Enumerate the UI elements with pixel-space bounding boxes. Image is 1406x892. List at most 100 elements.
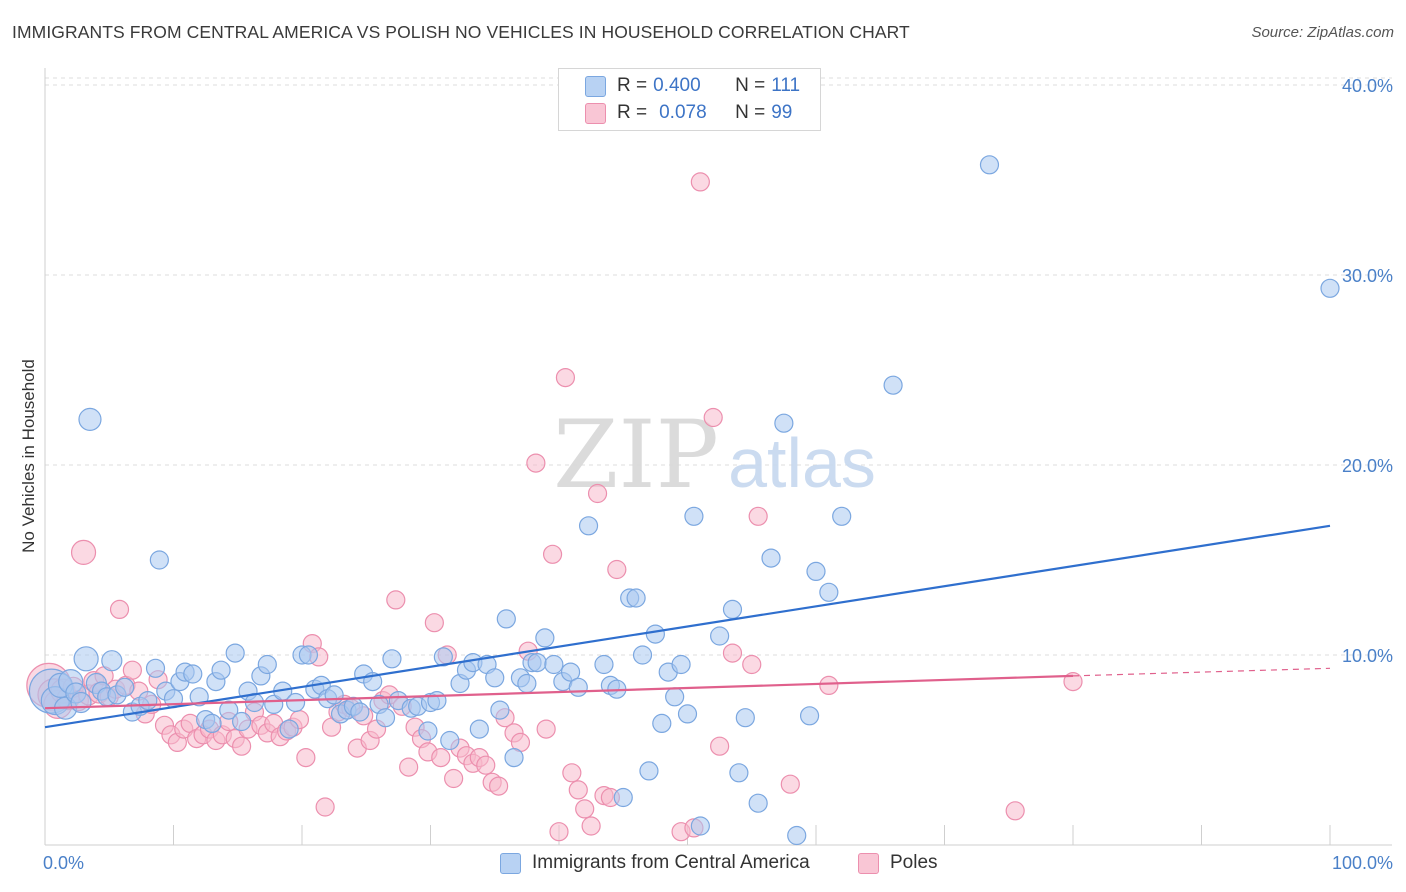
poles-point <box>476 755 496 775</box>
central-america-point <box>382 649 402 669</box>
legend-n-value: 111 <box>771 75 801 96</box>
poles-point <box>742 654 762 675</box>
axes <box>44 68 1392 846</box>
y-tick-label: 30.0% <box>1342 266 1393 286</box>
poles-point <box>607 559 627 580</box>
correlation-legend: R = 0.400 N = 111 R = 0.078 N = 99 <box>558 68 821 131</box>
series-swatch-blue <box>500 852 521 874</box>
series-legend-label: Immigrants from Central America <box>532 852 810 873</box>
central-america-point <box>138 690 158 711</box>
poles-point <box>109 599 130 620</box>
poles-point <box>536 719 556 739</box>
central-america-point <box>684 506 704 526</box>
series-central-america-points <box>28 155 1340 846</box>
legend-r-label: R = <box>617 75 648 96</box>
central-america-point <box>677 704 698 724</box>
central-america-point <box>690 816 710 836</box>
central-america-point <box>324 685 344 705</box>
central-america-point <box>440 730 460 751</box>
poles-point <box>444 768 464 789</box>
poles-trend-line <box>44 674 1074 710</box>
source-label: Source: ZipAtlas.com <box>1251 24 1394 41</box>
central-america-point <box>735 708 755 728</box>
legend-r-value: 0.400 <box>653 75 701 96</box>
grid-lines <box>45 77 1392 656</box>
central-america-point <box>799 706 820 726</box>
central-america-point <box>787 825 807 846</box>
central-america-point <box>544 654 564 675</box>
central-america-point <box>418 721 438 741</box>
central-america-point <box>279 719 299 739</box>
central-america-point <box>232 711 252 732</box>
legend-row-poles: R = 0.078 N = 99 <box>559 100 792 126</box>
poles-point <box>722 643 743 663</box>
legend-swatch-blue <box>585 75 606 97</box>
central-america-point <box>257 654 277 675</box>
legend-n-value: 99 <box>771 102 793 123</box>
central-america-point <box>832 506 852 526</box>
central-america-point <box>883 375 903 395</box>
legend-r-value: 0.078 <box>659 102 707 123</box>
poles-point <box>232 736 252 756</box>
central-america-point <box>101 650 123 672</box>
series-legend-central-america[interactable]: Immigrants from Central America <box>500 852 810 874</box>
central-america-point <box>729 763 749 783</box>
central-america-point <box>671 654 691 675</box>
poles-point <box>819 675 839 696</box>
central-america-point <box>350 702 370 722</box>
legend-n-label: N = <box>735 102 766 123</box>
poles-point <box>386 590 406 610</box>
poles-point <box>542 544 563 564</box>
central-america-point <box>761 548 781 568</box>
central-america-point <box>225 643 245 663</box>
central-america-point <box>517 673 537 694</box>
central-america-point <box>626 588 646 608</box>
central-america-point <box>594 654 614 675</box>
central-america-point <box>806 561 826 582</box>
central-america-point <box>285 692 306 713</box>
central-america-point <box>149 550 169 570</box>
central-america-point <box>427 690 447 711</box>
central-america-point <box>568 677 588 697</box>
series-legend: Immigrants from Central America Poles <box>0 852 1406 878</box>
poles-point <box>587 483 608 504</box>
series-legend-poles[interactable]: Poles <box>858 852 938 874</box>
legend-row-central-america: R = 0.400 N = 111 <box>559 73 800 99</box>
series-swatch-pink <box>858 852 879 874</box>
y-tick-label: 10.0% <box>1342 646 1393 666</box>
central-america-point <box>645 624 665 644</box>
central-america-point <box>774 413 794 433</box>
central-america-point <box>70 691 92 714</box>
central-america-point <box>979 155 1000 175</box>
poles-point <box>399 757 419 777</box>
poles-point <box>568 780 588 800</box>
central-america-point <box>527 652 547 673</box>
trend-lines <box>44 524 1331 729</box>
central-america-point <box>535 628 555 648</box>
poles-point <box>575 799 595 819</box>
poles-point <box>748 506 768 526</box>
poles-point <box>780 774 800 794</box>
x-tick-label: 100.0% <box>1332 853 1393 873</box>
central-america-point <box>665 687 685 707</box>
poles-point <box>122 660 142 680</box>
y-tick-labels: 10.0% 20.0% 30.0% 40.0% <box>1342 76 1393 666</box>
poles-point <box>703 407 723 428</box>
x-tick-labels: 0.0% 100.0% <box>43 853 1393 873</box>
central-america-point <box>652 713 672 734</box>
central-america-point <box>560 662 581 682</box>
central-america-point <box>819 582 839 602</box>
central-america-point <box>73 646 99 672</box>
y-axis-label: No Vehicles in Household <box>19 359 38 553</box>
legend-swatch-pink <box>585 102 606 124</box>
central-america-point <box>375 708 396 728</box>
poles-point <box>296 747 316 768</box>
x-tick-label: 0.0% <box>43 853 84 873</box>
central-america-point <box>183 664 203 684</box>
central-america-point <box>490 700 510 720</box>
central-america-point <box>202 713 222 734</box>
central-america-point <box>485 668 505 688</box>
central-america-point <box>748 793 768 813</box>
poles-point <box>489 776 509 796</box>
